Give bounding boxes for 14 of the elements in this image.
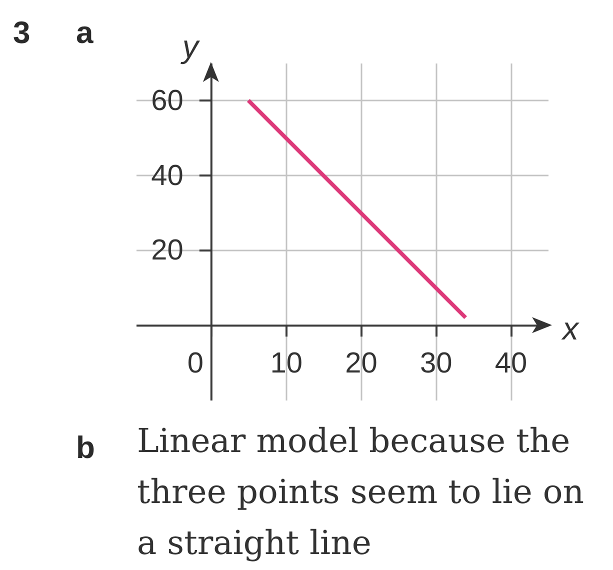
x-tick-label: 30 <box>420 348 452 380</box>
x-tick-label: 0 <box>187 348 204 380</box>
x-tick-label: 40 <box>494 348 528 380</box>
x-tick-label: 20 <box>345 348 378 380</box>
y-tick-label: 40 <box>151 160 184 192</box>
text: a <box>76 15 94 50</box>
text: Linear model because the three points seem to lie on a straight line <box>137 420 585 564</box>
text: 3 <box>13 15 30 50</box>
y-axis-title: y <box>180 28 200 64</box>
x-axis-title: x <box>560 310 580 347</box>
y-tick-label: 60 <box>151 84 184 117</box>
y-tick-label: 20 <box>151 234 184 267</box>
text: b <box>76 430 95 465</box>
x-tick-label: 10 <box>270 348 302 380</box>
